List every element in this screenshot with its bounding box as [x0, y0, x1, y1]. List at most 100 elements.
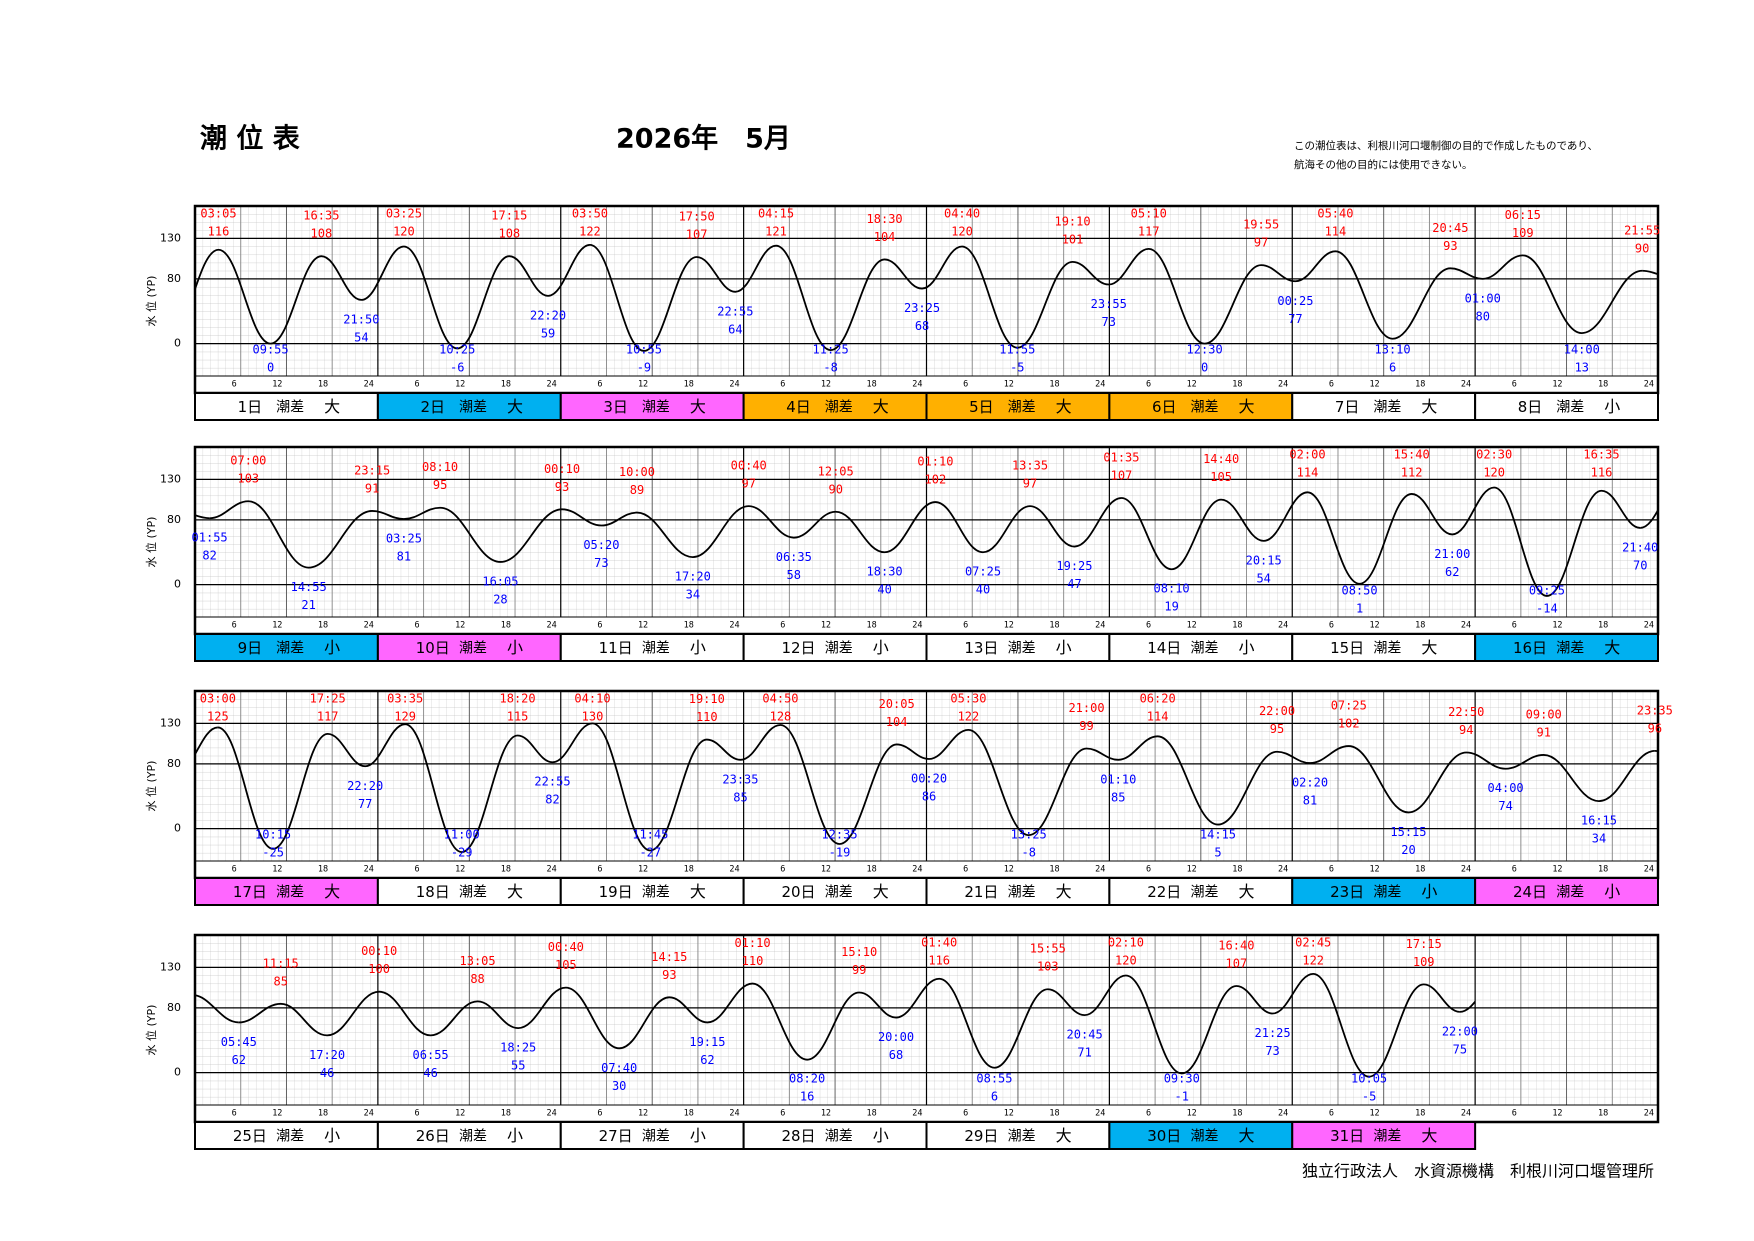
range-label: 潮差 [459, 1129, 487, 1145]
low-time-label: 08:55 [976, 1072, 1012, 1086]
y-axis-label: 水 位 (YP) [144, 517, 158, 568]
high-time-label: 05:30 [950, 692, 986, 706]
range-size: 小 [507, 638, 523, 657]
x-tick-label: 18 [1049, 865, 1059, 875]
day-cell [1108, 1121, 1294, 1150]
day-label: 16日 [1513, 639, 1547, 657]
range-size: 大 [324, 397, 340, 416]
high-time-label: 14:40 [1203, 452, 1239, 466]
x-tick-label: 24 [1461, 865, 1471, 875]
high-value-label: 104 [874, 230, 896, 244]
curve-edge [195, 994, 239, 1024]
range-size: 小 [873, 1126, 889, 1145]
low-value-label: 68 [915, 319, 929, 333]
x-tick-label: 12 [638, 380, 648, 390]
x-tick-label: 18 [1598, 865, 1608, 875]
high-value-label: 114 [1325, 225, 1347, 239]
x-tick-label: 18 [867, 380, 877, 390]
page-title: 潮 位 表 [200, 123, 300, 155]
x-tick-label: 6 [1329, 865, 1334, 875]
x-tick-label: 12 [1552, 621, 1562, 631]
low-value-label: -5 [1010, 361, 1024, 375]
high-value-label: 90 [1635, 241, 1649, 255]
low-time-label: 17:20 [309, 1048, 345, 1062]
low-value-label: 58 [787, 568, 801, 582]
high-value-label: 100 [368, 962, 390, 976]
x-tick-label: 18 [1232, 865, 1242, 875]
day-label: 22日 [1147, 883, 1181, 901]
high-value-label: 91 [1536, 725, 1550, 739]
high-time-label: 06:20 [1140, 692, 1176, 706]
day-cell [1291, 633, 1477, 662]
high-time-label: 05:40 [1317, 207, 1353, 221]
low-time-label: 21:00 [1434, 547, 1470, 561]
high-time-label: 03:35 [387, 692, 423, 706]
x-tick-label: 18 [684, 865, 694, 875]
tide-curve [209, 486, 1641, 597]
low-time-label: 20:45 [1067, 1028, 1103, 1042]
x-tick-label: 18 [501, 380, 511, 390]
high-value-label: 105 [555, 958, 577, 972]
notice-line: この潮位表は、利根川河口堰制御の目的で作成したものであり、 [1294, 139, 1598, 152]
low-value-label: 86 [922, 790, 936, 804]
x-tick-label: 18 [1598, 621, 1608, 631]
high-value-label: 122 [958, 710, 980, 724]
high-time-label: 05:10 [1131, 207, 1167, 221]
x-tick-label: 6 [1512, 380, 1517, 390]
low-value-label: -5 [1362, 1090, 1376, 1104]
low-value-label: 28 [493, 592, 507, 606]
x-tick-label: 12 [638, 621, 648, 631]
y-axis-label: 水 位 (YP) [144, 761, 158, 812]
low-time-label: 13:25 [1011, 828, 1047, 842]
low-value-label: 74 [1498, 799, 1512, 813]
low-time-label: 10:25 [439, 343, 475, 357]
day-label: 24日 [1513, 883, 1547, 901]
x-tick-label: 12 [1552, 865, 1562, 875]
range-label: 潮差 [1556, 885, 1584, 901]
y-tick-label: 0 [174, 822, 181, 835]
day-cell [194, 633, 379, 662]
y-tick-label: 0 [174, 1066, 181, 1079]
x-tick-label: 12 [455, 380, 465, 390]
x-tick-label: 12 [821, 1109, 831, 1119]
x-tick-label: 6 [1512, 865, 1517, 875]
x-tick-label: 24 [1095, 1109, 1105, 1119]
y-tick-label: 130 [160, 716, 181, 729]
low-time-label: 12:35 [821, 828, 857, 842]
low-time-label: 11:00 [444, 828, 480, 842]
x-tick-label: 24 [1095, 380, 1105, 390]
high-value-label: 121 [765, 225, 787, 239]
low-value-label: -14 [1536, 602, 1558, 616]
x-tick-label: 6 [597, 621, 602, 631]
x-tick-label: 6 [597, 865, 602, 875]
high-value-label: 107 [686, 228, 708, 242]
high-time-label: 23:15 [354, 463, 390, 477]
x-tick-label: 12 [1004, 1109, 1014, 1119]
high-time-label: 15:40 [1394, 448, 1430, 462]
low-value-label: 75 [1453, 1042, 1467, 1056]
day-label: 17日 [233, 883, 267, 901]
x-tick-label: 12 [1552, 380, 1562, 390]
day-cell [742, 877, 928, 906]
low-value-label: 62 [1445, 565, 1459, 579]
day-label: 6日 [1152, 398, 1177, 416]
x-tick-label: 6 [232, 380, 237, 390]
y-tick-label: 0 [174, 337, 181, 350]
curve-edge [1642, 269, 1658, 276]
x-tick-label: 24 [364, 380, 374, 390]
x-tick-label: 18 [1049, 621, 1059, 631]
range-label: 潮差 [1008, 1129, 1036, 1145]
day-label: 28日 [781, 1127, 815, 1145]
high-value-label: 99 [1079, 719, 1093, 733]
x-tick-label: 18 [501, 1109, 511, 1119]
high-time-label: 15:10 [841, 945, 877, 959]
x-tick-label: 6 [414, 1109, 419, 1119]
x-tick-label: 24 [912, 380, 922, 390]
range-label: 潮差 [825, 641, 853, 657]
low-value-label: 21 [301, 598, 315, 612]
high-value-label: 128 [770, 710, 792, 724]
x-tick-label: 6 [1512, 621, 1517, 631]
range-label: 潮差 [642, 1129, 670, 1145]
high-time-label: 18:20 [500, 692, 536, 706]
high-value-label: 97 [1254, 236, 1268, 250]
